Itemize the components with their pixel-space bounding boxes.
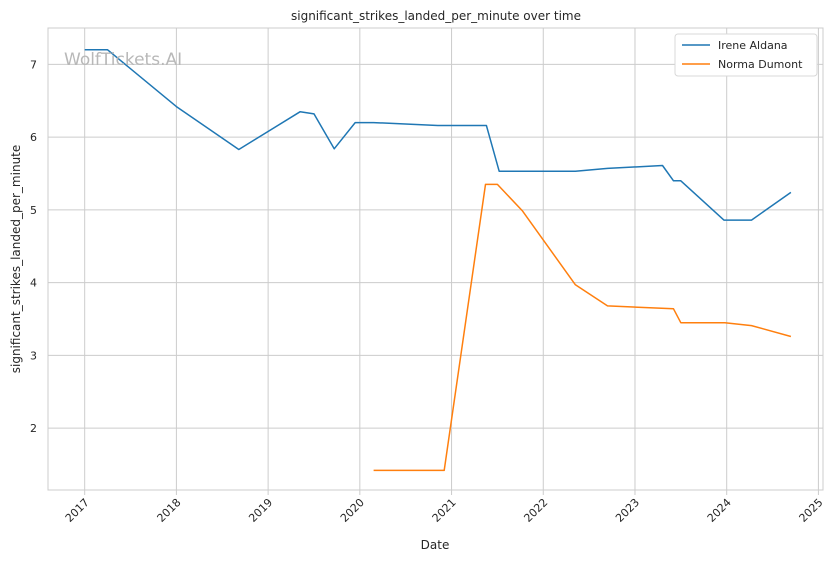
x-tick-label: 2022 <box>521 496 550 525</box>
grid <box>48 28 823 490</box>
chart-title: significant_strikes_landed_per_minute ov… <box>291 9 581 23</box>
watermark: WolfTickets.AI <box>64 50 182 70</box>
y-tick-label: 6 <box>30 131 37 144</box>
series-line-norma-dumont <box>373 183 792 472</box>
y-tick-label: 2 <box>30 422 37 435</box>
legend-label-norma-dumont: Norma Dumont <box>718 58 803 71</box>
y-tick-label: 4 <box>30 277 37 290</box>
x-tick-label: 2021 <box>430 496 459 525</box>
x-axis-ticks: 2017 2018 2019 2020 2021 2022 2023 2024 2025 <box>63 490 826 525</box>
y-axis-ticks: 2 3 4 5 6 7 <box>30 58 37 435</box>
x-tick-label: 2025 <box>797 496 826 525</box>
series-line-irene-aldana <box>84 49 792 221</box>
y-tick-label: 7 <box>30 58 37 71</box>
x-tick-label: 2019 <box>246 496 275 525</box>
y-tick-label: 5 <box>30 204 37 217</box>
x-tick-label: 2020 <box>338 496 367 525</box>
y-axis-label: significant_strikes_landed_per_minute <box>9 145 23 374</box>
series-layer <box>84 49 792 472</box>
x-tick-label: 2017 <box>63 496 92 525</box>
x-tick-label: 2018 <box>155 496 184 525</box>
x-tick-label: 2023 <box>613 496 642 525</box>
legend-box <box>674 33 818 77</box>
legend-label-irene-aldana: Irene Aldana <box>718 39 788 52</box>
plot-frame <box>47 27 824 491</box>
x-tick-label: 2024 <box>705 496 734 525</box>
y-tick-label: 3 <box>30 349 37 362</box>
x-axis-label: Date <box>421 538 450 552</box>
legend: Irene Aldana Norma Dumont <box>674 33 818 77</box>
